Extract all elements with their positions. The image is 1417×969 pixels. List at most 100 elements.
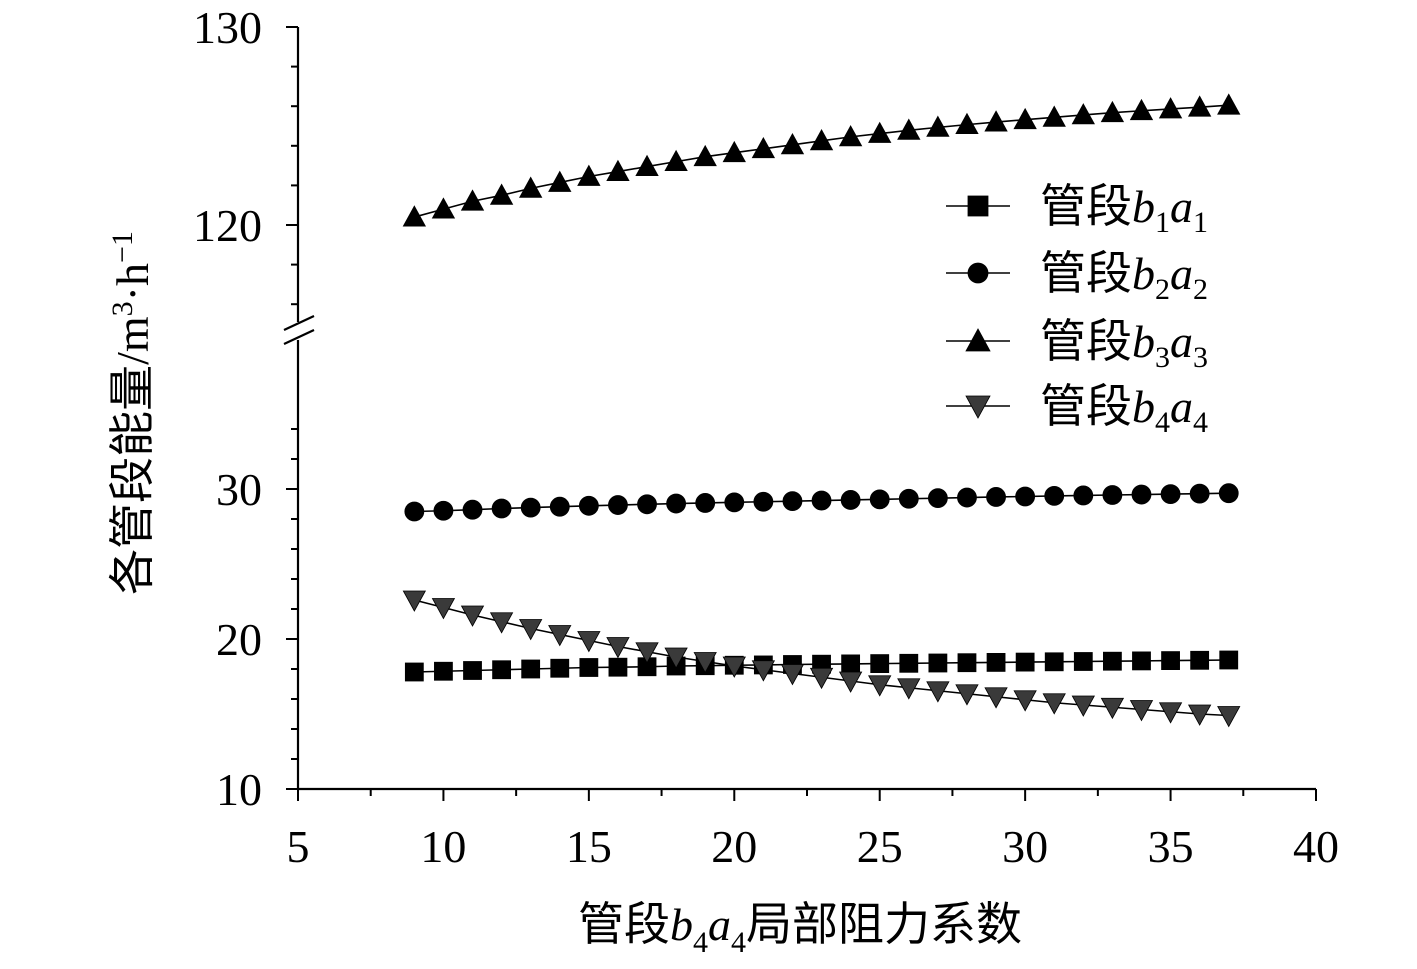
ticks: 5 10 15 20 25 30 35 40 10 20 30 120 130: [193, 2, 1339, 872]
data-point-triangle-up: [606, 159, 630, 181]
legend-item-b2a2: 管段b2a2: [946, 248, 1208, 306]
y-axis-break-top: [283, 315, 315, 331]
data-point-triangle-down: [984, 687, 1008, 709]
data-point-triangle-down: [1217, 706, 1241, 728]
data-point-triangle-up: [460, 189, 485, 211]
data-point-square: [463, 661, 482, 680]
data-point-triangle-down: [577, 631, 601, 653]
data-point-square: [550, 658, 570, 678]
series-group: [402, 93, 1241, 728]
data-point-circle: [957, 487, 977, 508]
data-point-triangle-down: [897, 678, 921, 700]
data-point-triangle-up: [955, 112, 979, 135]
data-point-triangle-down: [606, 637, 630, 659]
legend-marker-triangle-down: [965, 395, 991, 419]
y-tick-label: 130: [193, 2, 262, 53]
data-point-triangle-up: [577, 164, 601, 186]
data-point-triangle-down: [635, 642, 659, 664]
data-point-triangle-down: [402, 590, 427, 612]
data-point-triangle-up: [809, 129, 834, 151]
data-point-triangle-up: [984, 110, 1008, 132]
x-tick-label: 10: [420, 821, 466, 872]
data-point-square: [608, 657, 628, 677]
data-point-triangle-up: [431, 197, 456, 219]
data-point-circle: [724, 492, 745, 513]
data-point-circle: [1073, 485, 1094, 506]
data-point-triangle-down: [1042, 693, 1066, 715]
data-point-triangle-up: [1187, 95, 1212, 117]
data-point-circle: [1102, 485, 1123, 505]
data-point-triangle-up: [1042, 105, 1066, 127]
x-tick-label: 35: [1148, 821, 1194, 872]
y-axis-title: 各管段能量/m3·h−1: [106, 231, 158, 595]
data-point-square: [579, 658, 599, 677]
data-point-triangle-up: [1158, 97, 1183, 119]
data-point-circle: [927, 488, 948, 509]
y-tick-label: 30: [216, 464, 262, 515]
series-b4a4: [402, 590, 1241, 728]
legend-marker-triangle-up: [965, 328, 991, 352]
data-point-square: [1161, 651, 1180, 670]
data-point-triangle-down: [519, 619, 543, 641]
data-point-square: [870, 654, 890, 673]
legend-label-b3a3: 管段b3a3: [1040, 316, 1208, 374]
data-point-triangle-down: [809, 667, 834, 690]
data-point-triangle-down: [1013, 690, 1037, 712]
legend-item-b4a4: 管段b4a4: [946, 381, 1208, 439]
data-point-triangle-up: [1129, 98, 1154, 121]
data-point-triangle-up: [1100, 100, 1125, 123]
data-point-triangle-up: [693, 144, 717, 167]
y-tick-label: 20: [216, 614, 262, 665]
data-point-triangle-up: [635, 154, 659, 176]
data-point-triangle-down: [838, 671, 863, 693]
data-point-circle: [782, 491, 803, 512]
data-point-triangle-up: [780, 132, 805, 155]
legend-item-b3a3: 管段b3a3: [946, 316, 1208, 374]
data-point-circle: [578, 495, 599, 516]
data-point-circle: [462, 499, 483, 520]
data-point-triangle-down: [1100, 697, 1125, 720]
legend-marker-circle: [967, 262, 989, 284]
data-point-triangle-up: [402, 205, 427, 227]
data-point-triangle-down: [664, 647, 688, 669]
data-point-triangle-down: [489, 612, 514, 634]
data-point-circle: [753, 491, 774, 512]
data-point-square: [1073, 652, 1093, 671]
data-point-triangle-up: [722, 140, 746, 163]
data-point-circle: [491, 498, 512, 519]
data-point-square: [957, 653, 977, 673]
data-point-triangle-up: [868, 121, 892, 143]
data-point-triangle-down: [548, 625, 572, 647]
data-point-circle: [520, 497, 541, 518]
data-point-triangle-up: [519, 176, 543, 198]
data-point-square: [404, 662, 424, 682]
data-point-square: [899, 653, 919, 673]
y-tick-label: 10: [216, 764, 262, 815]
data-point-circle: [549, 496, 570, 517]
data-point-square: [986, 653, 1006, 672]
data-point-triangle-down: [780, 664, 805, 686]
data-point-circle: [811, 490, 832, 511]
data-point-triangle-up: [1071, 103, 1095, 125]
data-point-triangle-up: [751, 136, 776, 159]
legend-marker-square: [967, 195, 989, 217]
data-point-triangle-down: [955, 684, 979, 706]
data-point-square: [492, 660, 512, 680]
data-point-triangle-down: [1158, 702, 1183, 724]
data-point-circle: [404, 501, 425, 522]
x-tick-label: 15: [566, 821, 612, 872]
data-point-square: [928, 653, 948, 673]
data-point-square: [1044, 652, 1064, 672]
data-point-triangle-down: [431, 598, 456, 620]
data-point-triangle-down: [1129, 700, 1154, 722]
data-point-triangle-up: [838, 125, 863, 147]
data-point-square: [1015, 652, 1035, 672]
data-point-circle: [1160, 484, 1181, 505]
data-point-triangle-down: [460, 605, 485, 627]
data-point-square: [521, 659, 541, 679]
data-point-circle: [840, 490, 861, 510]
legend-label-b4a4: 管段b4a4: [1040, 381, 1208, 439]
data-point-triangle-up: [664, 149, 688, 172]
data-point-square: [841, 654, 861, 674]
